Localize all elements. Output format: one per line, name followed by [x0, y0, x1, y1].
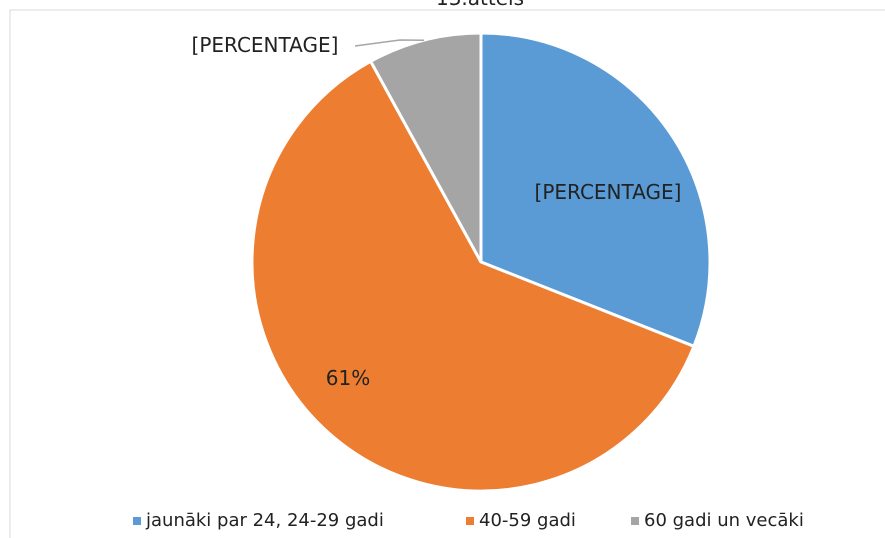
chart-frame [9, 9, 885, 538]
data-label: [PERCENTAGE] [191, 33, 339, 57]
legend-swatch [631, 517, 639, 525]
data-label: 61% [325, 366, 371, 390]
leader-line [354, 39, 425, 47]
legend-entry: 40-59 gadi [466, 510, 576, 531]
pie-slice [479, 31, 712, 349]
legend-label: 60 gadi un vecāki [644, 510, 804, 531]
legend-swatch [466, 517, 474, 525]
legend-entry: jaunāki par 24, 24-29 gadi [133, 510, 384, 531]
data-label: [PERCENTAGE] [534, 180, 682, 204]
legend-label: jaunāki par 24, 24-29 gadi [146, 510, 384, 531]
legend-label: 40-59 gadi [479, 510, 576, 531]
legend-entry: 60 gadi un vecāki [631, 510, 804, 531]
legend-swatch [133, 517, 141, 525]
chart-title: 13.attēls [0, 0, 885, 10]
pie-slice [250, 59, 696, 493]
